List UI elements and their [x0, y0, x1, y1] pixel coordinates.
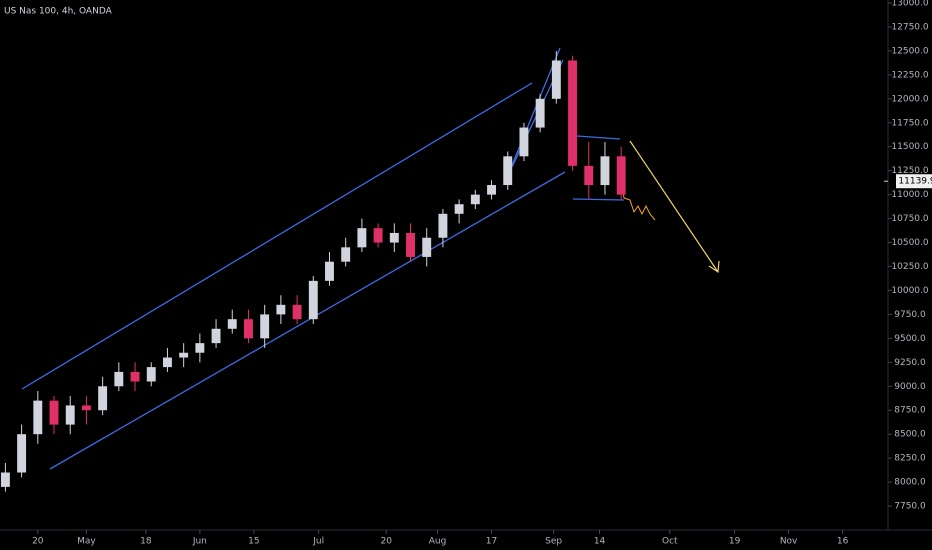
- y-tick-label: 10250.0: [891, 262, 928, 272]
- candle-body: [260, 314, 270, 339]
- y-tick-label: 11750.0: [891, 118, 928, 128]
- y-tick-label: 9500.0: [894, 334, 926, 344]
- candle-body: [162, 357, 172, 368]
- candle-body: [325, 261, 334, 281]
- candle-body: [454, 204, 464, 214]
- candle-body: [568, 60, 578, 166]
- candle-body: [373, 228, 383, 243]
- candle-body: [130, 371, 140, 382]
- channel-lower: [49, 171, 566, 470]
- candle-body: [292, 304, 302, 320]
- y-tick-label: 12500.0: [891, 46, 928, 56]
- candle-body: [244, 319, 253, 339]
- x-tick-label: Jul: [312, 537, 324, 547]
- chart-title: US Nas 100, 4h, OANDA: [4, 7, 113, 17]
- x-tick-label: May: [77, 537, 96, 547]
- x-tick-label: Nov: [780, 537, 798, 547]
- range-bottom: [572, 198, 625, 201]
- candle-body: [146, 367, 156, 382]
- y-tick-label: 12000.0: [891, 94, 928, 104]
- candle-body: [114, 371, 124, 387]
- y-tick-label: 8250.0: [894, 454, 926, 464]
- y-tick-label: 12250.0: [891, 70, 928, 80]
- candle-body: [600, 156, 610, 186]
- candle-body: [406, 232, 415, 257]
- candle-body: [211, 328, 221, 344]
- y-tick-label: 11250.0: [891, 166, 928, 176]
- candle-body: [341, 247, 351, 262]
- candle-body: [584, 165, 594, 186]
- candle-body: [65, 405, 75, 425]
- last-price-box: [896, 174, 932, 189]
- x-tick-label: 16: [837, 537, 849, 547]
- candle-body: [195, 343, 205, 353]
- candle-body: [389, 232, 399, 243]
- projection-path: [621, 182, 656, 221]
- y-tick-label: 10500.0: [891, 238, 928, 248]
- candle-body: [535, 98, 545, 128]
- candle-body: [81, 405, 91, 411]
- candle-body: [227, 319, 237, 329]
- y-tick-label: 7750.0: [894, 502, 926, 512]
- candle-body: [503, 156, 513, 186]
- range-top: [576, 135, 621, 140]
- x-tick-label: 20: [32, 537, 44, 547]
- y-tick-label: 9250.0: [894, 358, 926, 368]
- candle-body: [17, 434, 27, 473]
- candle-body: [308, 280, 318, 320]
- x-tick-label: 14: [594, 537, 606, 547]
- y-tick-label: 8500.0: [894, 430, 926, 440]
- x-tick-label: Jun: [192, 537, 207, 547]
- candle-body: [551, 60, 561, 99]
- y-tick-label: 10750.0: [891, 214, 928, 224]
- y-tick-label: 9750.0: [894, 310, 926, 320]
- y-tick-label: 8000.0: [894, 478, 926, 488]
- candle-body: [179, 352, 189, 358]
- x-tick-label: 19: [729, 537, 741, 547]
- y-tick-label: 11500.0: [891, 142, 928, 152]
- y-tick-label: 11000.0: [891, 190, 928, 200]
- channel-upper: [21, 82, 533, 390]
- candle-body: [487, 185, 496, 195]
- candle-body: [519, 127, 529, 157]
- arrow-head: [708, 260, 720, 274]
- x-tick-label: Oct: [662, 537, 678, 547]
- x-tick-label: 17: [486, 537, 497, 547]
- last-price-label: 11139.9: [898, 177, 932, 187]
- x-tick-label: Aug: [429, 537, 447, 547]
- x-tick-label: Sep: [545, 537, 562, 547]
- y-tick-label: 10000.0: [891, 286, 928, 296]
- y-tick-label: 8750.0: [894, 406, 926, 416]
- candle-body: [49, 400, 59, 425]
- candle-body: [616, 156, 626, 195]
- y-tick-label: 13000.0: [891, 0, 928, 8]
- y-tick-label: 12750.0: [891, 22, 928, 32]
- projection-arrow: [629, 140, 719, 273]
- candle-body: [33, 400, 43, 435]
- candle-body: [276, 304, 286, 315]
- candle-body: [422, 237, 432, 257]
- candle-body: [98, 386, 108, 411]
- candle-body: [357, 228, 367, 248]
- candle-body: [470, 194, 480, 205]
- y-tick-label: 9000.0: [894, 382, 926, 392]
- x-tick-label: 20: [380, 537, 392, 547]
- candles: [0, 50, 626, 492]
- candle-body: [438, 213, 448, 238]
- wedge-upper: [507, 47, 561, 176]
- x-tick-label: 18: [140, 537, 152, 547]
- candle-body: [0, 472, 10, 487]
- x-tick-label: 15: [248, 537, 259, 547]
